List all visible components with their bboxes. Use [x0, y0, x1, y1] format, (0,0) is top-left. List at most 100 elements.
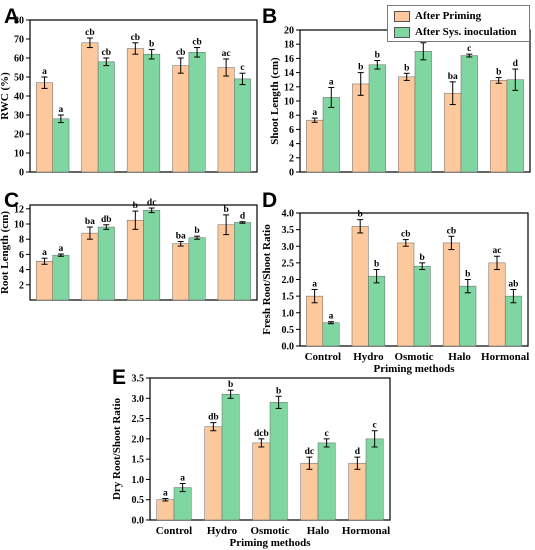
- x-tick-label-e: Halo: [307, 525, 330, 537]
- y-axis-label-a: RWC (%): [0, 72, 11, 120]
- bar-e-s0-c0: [156, 499, 175, 521]
- y-tick-label-b: 12: [284, 82, 294, 93]
- significance-letter-a: cb: [176, 48, 186, 58]
- y-tick-label-b: 16: [284, 54, 294, 65]
- legend-label-after-inoculation: After Sys. inoculation: [415, 26, 517, 38]
- significance-letter-c: a: [58, 244, 63, 254]
- y-tick-label-c: 8: [19, 235, 24, 246]
- bar-a-s0-c0: [36, 82, 53, 173]
- significance-letter-b: b: [404, 63, 409, 73]
- x-axis-label-d: Priming methods: [374, 363, 456, 375]
- bar-b-s0-c4: [490, 80, 508, 173]
- y-tick-label-d: 2.0: [282, 275, 295, 286]
- y-tick-label-b: 6: [289, 125, 294, 136]
- significance-letter-a: a: [58, 105, 63, 115]
- y-tick-label-e: 3.0: [132, 394, 145, 405]
- significance-letter-d: b: [374, 260, 379, 270]
- panel-letter-d: D: [262, 189, 277, 212]
- bar-d-s1-c3: [459, 285, 477, 347]
- y-tick-label-d: 3.0: [282, 242, 295, 253]
- significance-letter-a: cb: [102, 48, 112, 58]
- significance-letter-d: b: [465, 270, 470, 280]
- significance-letter-b: a: [329, 78, 334, 88]
- y-tick-label-e: 0.5: [132, 495, 145, 506]
- y-axis-label-e: Dry Root/Shoot Ratio: [111, 397, 123, 500]
- significance-letter-c: ba: [85, 217, 95, 227]
- bar-b-s1-c4: [506, 79, 524, 173]
- bar-c-s0-c3: [172, 243, 190, 301]
- significance-letter-b: b: [375, 51, 380, 61]
- bar-c-s0-c2: [126, 219, 144, 301]
- significance-letter-d: a: [312, 279, 317, 289]
- y-tick-label-e: 3.5: [132, 374, 145, 385]
- bar-c-s1-c2: [143, 210, 161, 301]
- bar-a-s0-c1: [81, 42, 99, 173]
- bar-e-s1-c2: [269, 402, 288, 521]
- significance-letter-d: cb: [401, 230, 411, 240]
- bar-b-s1-c0: [322, 97, 340, 173]
- panel-letter-c: C: [4, 189, 19, 212]
- significance-letter-b: ba: [448, 72, 458, 82]
- significance-letter-c: dc: [147, 198, 157, 208]
- x-tick-label-e: Osmotic: [250, 525, 289, 537]
- y-tick-label-d: 2.5: [282, 258, 295, 269]
- bar-e-s1-c0: [173, 487, 192, 521]
- bar-b-s1-c3: [460, 55, 478, 173]
- bar-a-s1-c0: [52, 118, 70, 173]
- y-tick-label-a: 50: [14, 73, 24, 84]
- y-tick-label-c: 10: [14, 220, 24, 231]
- significance-letter-e: b: [276, 386, 281, 396]
- y-tick-label-a: 10: [14, 149, 24, 160]
- y-tick-label-a: 70: [14, 35, 24, 46]
- significance-letter-c: b: [223, 205, 228, 215]
- significance-letter-b: c: [467, 44, 471, 54]
- y-tick-label-c: 4: [19, 265, 24, 276]
- y-tick-label-c: 12: [14, 204, 24, 215]
- bar-e-s0-c3: [300, 462, 319, 521]
- x-tick-label-e: Hydro: [207, 525, 238, 537]
- bar-a-s0-c4: [217, 67, 235, 173]
- y-tick-label-a: 80: [14, 16, 24, 27]
- y-tick-label-d: 3.5: [282, 225, 295, 236]
- bar-a-s0-c3: [172, 65, 190, 173]
- significance-letter-d: b: [420, 253, 425, 263]
- significance-letter-a: c: [240, 63, 244, 73]
- significance-letter-e: b: [228, 380, 233, 390]
- bar-c-s0-c4: [217, 224, 235, 301]
- x-tick-label-e: Hormonal: [342, 525, 390, 537]
- y-tick-label-d: 1.0: [282, 308, 295, 319]
- panel-d: [296, 212, 529, 347]
- significance-letter-a: cb: [131, 33, 141, 43]
- bar-b-s1-c1: [368, 64, 386, 173]
- significance-letter-e: d: [355, 447, 361, 457]
- significance-letter-d: cb: [447, 226, 457, 236]
- y-tick-label-b: 20: [284, 26, 294, 37]
- x-tick-label-d: Control: [305, 351, 341, 363]
- y-tick-label-e: 2.0: [132, 434, 145, 445]
- significance-letter-c: b: [133, 201, 138, 211]
- bar-d-s1-c1: [368, 275, 386, 347]
- bar-d-s0-c4: [488, 262, 506, 347]
- bar-b-s1-c2: [414, 51, 432, 173]
- significance-letter-b: a: [312, 108, 317, 118]
- y-tick-label-b: 2: [289, 153, 294, 164]
- bar-e-s1-c1: [221, 393, 240, 521]
- y-tick-label-e: 2.5: [132, 414, 145, 425]
- bar-a-s1-c2: [143, 53, 161, 173]
- significance-letter-c: a: [42, 248, 47, 258]
- y-tick-label-a: 0: [19, 168, 24, 179]
- y-axis-label-b: Shoot Length (cm): [269, 57, 281, 145]
- significance-letter-c: b: [194, 226, 199, 236]
- bar-c-s1-c1: [97, 226, 115, 301]
- y-tick-label-b: 10: [284, 97, 294, 108]
- significance-letter-c: db: [101, 215, 112, 225]
- significance-letter-e: dcb: [254, 429, 269, 439]
- legend-swatch-after-inoculation: [394, 26, 410, 38]
- bar-e-s0-c1: [204, 426, 223, 521]
- bar-d-s1-c2: [413, 265, 431, 347]
- significance-letter-a: cb: [85, 28, 95, 38]
- y-tick-label-a: 40: [14, 92, 24, 103]
- significance-letter-c: d: [240, 212, 246, 222]
- panel-b: [296, 29, 531, 173]
